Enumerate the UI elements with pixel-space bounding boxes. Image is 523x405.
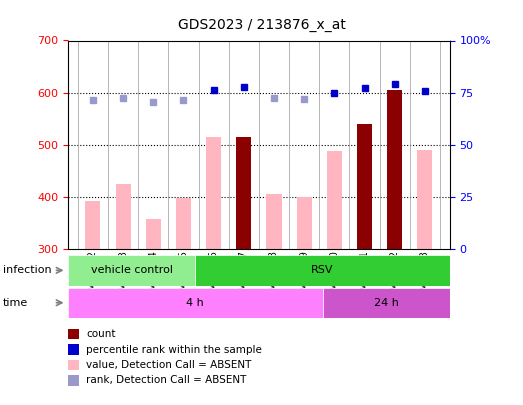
Bar: [357, 124, 372, 249]
Bar: [176, 198, 191, 249]
Text: 4 h: 4 h: [186, 298, 204, 308]
Bar: [85, 200, 100, 249]
Bar: [195, 255, 450, 286]
Bar: [146, 219, 161, 249]
Bar: [68, 288, 323, 318]
Bar: [387, 90, 402, 249]
Bar: [327, 151, 342, 249]
Bar: [68, 255, 195, 286]
Bar: [266, 194, 281, 249]
Text: count: count: [86, 329, 116, 339]
Bar: [236, 137, 252, 249]
Text: 24 h: 24 h: [374, 298, 399, 308]
Text: percentile rank within the sample: percentile rank within the sample: [86, 345, 262, 354]
Text: infection: infection: [3, 265, 51, 275]
Bar: [297, 197, 312, 249]
Text: GDS2023 / 213876_x_at: GDS2023 / 213876_x_at: [178, 18, 345, 32]
Text: vehicle control: vehicle control: [90, 265, 173, 275]
Text: value, Detection Call = ABSENT: value, Detection Call = ABSENT: [86, 360, 252, 370]
Bar: [323, 288, 450, 318]
Text: RSV: RSV: [311, 265, 334, 275]
Bar: [116, 184, 131, 249]
Bar: [417, 150, 433, 249]
Text: time: time: [3, 298, 28, 308]
Bar: [206, 137, 221, 249]
Text: rank, Detection Call = ABSENT: rank, Detection Call = ABSENT: [86, 375, 247, 385]
